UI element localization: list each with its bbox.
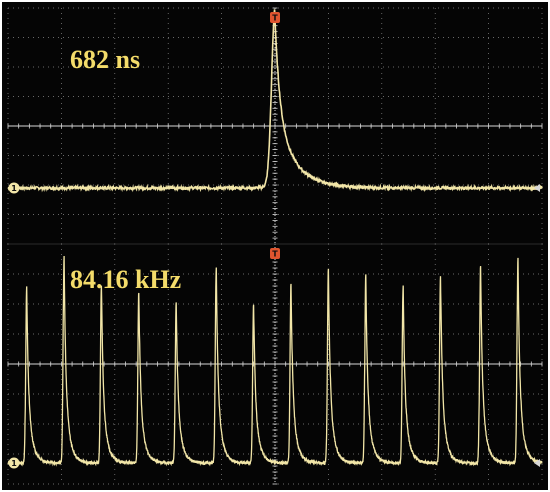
graticule-grid — [7, 7, 543, 485]
channel-marker-label: 1 — [11, 184, 17, 193]
trigger-marker-box — [270, 248, 280, 259]
channel-ground-marker: 1 — [8, 457, 20, 469]
trigger-marker-label: T — [272, 250, 278, 259]
level-arrow-icon — [534, 183, 540, 192]
trigger-marker: T — [270, 12, 280, 23]
trigger-marker: T — [270, 248, 280, 259]
scope-markers: T 1 T 1 — [8, 12, 540, 469]
trigger-marker-box — [270, 12, 280, 23]
channel-marker-label: 1 — [11, 459, 17, 468]
channel-ground-marker: 1 — [8, 182, 20, 194]
pulse-width-annotation: 682 ns — [70, 45, 140, 74]
repetition-rate-annotation: 84.16 kHz — [70, 265, 181, 294]
channel-marker-dot — [8, 457, 20, 469]
level-arrow-icon — [534, 459, 540, 467]
pulse-train-trace — [7, 255, 543, 467]
channel-marker-dot — [8, 182, 20, 194]
trigger-marker-label: T — [272, 14, 278, 23]
